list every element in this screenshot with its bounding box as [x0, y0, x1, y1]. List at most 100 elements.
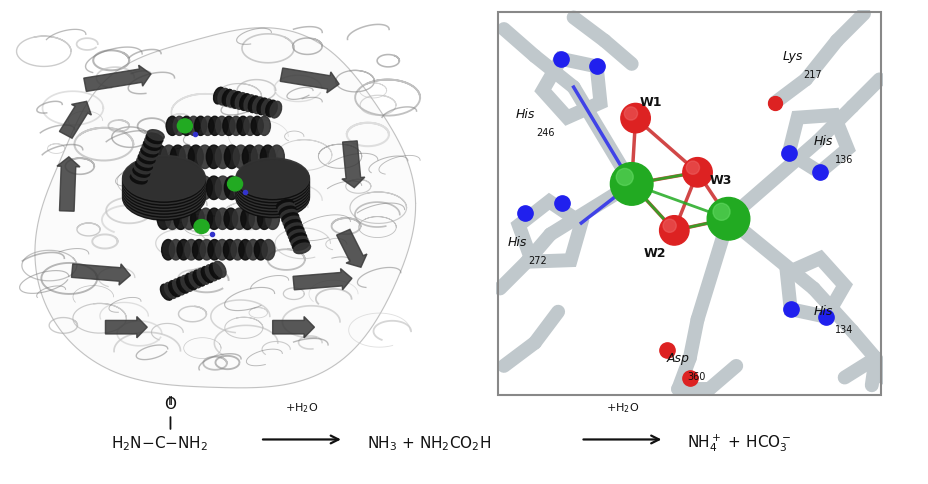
FancyArrow shape: [336, 229, 367, 267]
Ellipse shape: [251, 116, 263, 136]
Circle shape: [659, 216, 689, 245]
Ellipse shape: [206, 145, 221, 168]
Ellipse shape: [209, 263, 222, 279]
Ellipse shape: [233, 176, 248, 199]
Polygon shape: [35, 28, 415, 388]
Ellipse shape: [142, 143, 159, 154]
Ellipse shape: [201, 116, 213, 136]
Ellipse shape: [265, 208, 279, 229]
Text: NH$_4^+$ $+$ HCO$_3^-$: NH$_4^+$ $+$ HCO$_3^-$: [687, 432, 792, 454]
FancyArrow shape: [280, 68, 339, 93]
Ellipse shape: [215, 176, 230, 199]
Ellipse shape: [258, 116, 270, 136]
Ellipse shape: [170, 145, 185, 168]
Text: $+$H$_2$O: $+$H$_2$O: [605, 402, 638, 415]
Ellipse shape: [260, 145, 275, 168]
Ellipse shape: [236, 174, 309, 214]
Text: 134: 134: [833, 325, 852, 335]
Ellipse shape: [180, 116, 192, 136]
Ellipse shape: [148, 130, 164, 140]
Ellipse shape: [224, 208, 238, 229]
Ellipse shape: [236, 159, 309, 200]
Ellipse shape: [269, 176, 284, 199]
Ellipse shape: [280, 210, 297, 220]
Ellipse shape: [236, 164, 309, 204]
Ellipse shape: [122, 166, 205, 211]
Ellipse shape: [215, 116, 227, 136]
FancyArrow shape: [71, 264, 130, 285]
Ellipse shape: [122, 155, 205, 201]
Ellipse shape: [122, 162, 205, 207]
Circle shape: [663, 219, 676, 232]
Ellipse shape: [122, 173, 205, 219]
Text: $\|\!|$: $\|\!|$: [166, 393, 174, 407]
Ellipse shape: [152, 176, 167, 199]
FancyArrow shape: [342, 141, 365, 188]
Ellipse shape: [236, 158, 309, 198]
Circle shape: [194, 220, 209, 233]
Ellipse shape: [287, 227, 303, 237]
Ellipse shape: [215, 208, 229, 229]
Circle shape: [713, 203, 729, 220]
Ellipse shape: [236, 167, 309, 207]
Ellipse shape: [213, 87, 225, 104]
Ellipse shape: [239, 94, 251, 110]
Ellipse shape: [122, 169, 205, 214]
Ellipse shape: [165, 208, 179, 229]
Ellipse shape: [179, 145, 194, 168]
Ellipse shape: [248, 96, 260, 113]
Ellipse shape: [213, 261, 226, 277]
Ellipse shape: [236, 166, 309, 206]
Ellipse shape: [182, 208, 196, 229]
Ellipse shape: [146, 133, 162, 144]
Ellipse shape: [166, 116, 178, 136]
Ellipse shape: [208, 240, 221, 260]
Ellipse shape: [199, 208, 213, 229]
Ellipse shape: [293, 243, 310, 254]
Ellipse shape: [145, 136, 161, 147]
Ellipse shape: [231, 240, 244, 260]
Ellipse shape: [290, 236, 307, 247]
Ellipse shape: [236, 177, 309, 218]
Ellipse shape: [231, 91, 242, 108]
Ellipse shape: [238, 240, 251, 260]
Circle shape: [615, 168, 633, 185]
Circle shape: [624, 107, 637, 120]
Text: 136: 136: [833, 155, 852, 165]
Text: NH$_3$ $+$ NH$_2$CO$_2$H: NH$_3$ $+$ NH$_2$CO$_2$H: [367, 434, 491, 453]
FancyArrow shape: [57, 157, 80, 211]
Ellipse shape: [179, 176, 194, 199]
Ellipse shape: [181, 275, 193, 291]
Ellipse shape: [229, 116, 242, 136]
Ellipse shape: [223, 240, 236, 260]
Ellipse shape: [246, 240, 259, 260]
Ellipse shape: [200, 240, 213, 260]
Ellipse shape: [286, 223, 303, 233]
Ellipse shape: [188, 272, 201, 288]
FancyArrow shape: [273, 317, 314, 338]
Text: O: O: [164, 397, 175, 412]
Text: 217: 217: [803, 70, 821, 80]
Text: $+$H$_2$O: $+$H$_2$O: [285, 402, 318, 415]
Ellipse shape: [132, 170, 148, 181]
Text: H$_2$N$-$C$-$NH$_2$: H$_2$N$-$C$-$NH$_2$: [111, 434, 208, 453]
Ellipse shape: [251, 176, 266, 199]
Ellipse shape: [284, 220, 301, 230]
Ellipse shape: [279, 206, 296, 217]
Ellipse shape: [161, 240, 174, 260]
Ellipse shape: [207, 208, 221, 229]
Ellipse shape: [122, 157, 205, 202]
Ellipse shape: [223, 116, 235, 136]
Circle shape: [227, 177, 242, 191]
Ellipse shape: [236, 170, 309, 210]
Ellipse shape: [224, 176, 239, 199]
FancyArrow shape: [84, 65, 150, 91]
Ellipse shape: [122, 160, 205, 205]
Ellipse shape: [270, 101, 281, 118]
Ellipse shape: [215, 145, 230, 168]
Ellipse shape: [141, 147, 158, 157]
Text: His: His: [813, 135, 832, 148]
Text: His: His: [515, 108, 535, 121]
FancyArrow shape: [59, 101, 91, 138]
Ellipse shape: [277, 199, 293, 210]
